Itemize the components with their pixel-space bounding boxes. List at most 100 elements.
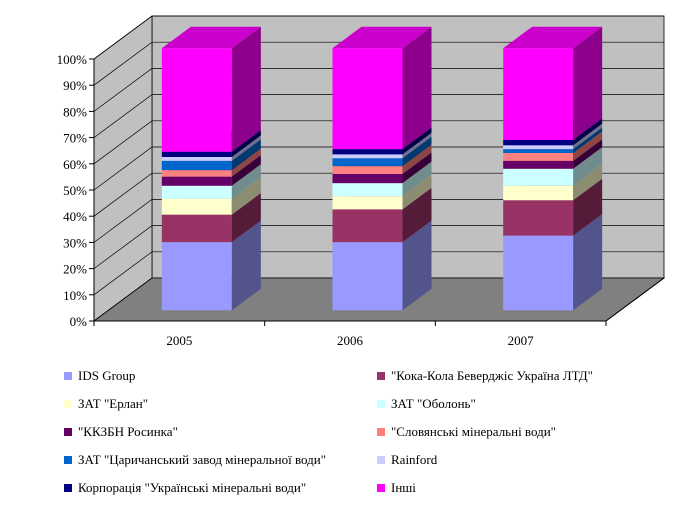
bar-front-face [503, 185, 574, 201]
gridline [93, 251, 664, 296]
x-tick-label: 2005 [166, 333, 192, 348]
y-tick-label: 50% [63, 183, 87, 198]
bar-segment [503, 26, 603, 140]
bar-side-face [231, 26, 261, 152]
legend-swatch [377, 400, 385, 408]
bar-front-face [161, 48, 232, 152]
y-tick-label: 0% [70, 314, 88, 329]
bar-stack [161, 26, 261, 311]
bars [161, 26, 603, 311]
stacked-bar-chart: 0%10%20%30%40%50%60%70%80%90%100% 2005 20… [57, 15, 666, 348]
bar-side-face [573, 118, 603, 146]
x-tick-label: 2006 [337, 333, 364, 348]
gridline [93, 199, 664, 243]
legend-label: "ККЗБН Росинка" [78, 424, 178, 439]
bar-side-face [231, 139, 261, 171]
bar-side-face [573, 147, 603, 186]
legend-label: ЗАТ "Царичанський завод мінеральної води… [78, 452, 326, 467]
legend-label: Корпорація "Українські мінеральні води" [78, 480, 307, 495]
bar-top-face [161, 26, 261, 49]
bar-front-face [161, 176, 232, 186]
bar-side-face [573, 139, 603, 169]
legend-swatch [64, 400, 72, 408]
legend-label: "Словянські мінеральні води" [391, 424, 556, 439]
bar-front-face [332, 209, 403, 243]
bar-front-face [503, 139, 574, 146]
bar-stack [332, 26, 432, 311]
bar-segment [161, 26, 261, 152]
bar-front-face [161, 151, 232, 157]
bar-side-face [402, 152, 432, 184]
y-tick-label: 10% [63, 288, 87, 303]
x-tick-labels: 2005 2006 2007 [166, 333, 534, 348]
y-tick-label: 30% [63, 235, 87, 250]
legend-swatch [64, 484, 72, 492]
bar-top-face [503, 26, 603, 49]
bar-side-face [402, 136, 432, 167]
y-tick-label: 100% [57, 52, 88, 67]
legend-item: Інші [377, 478, 416, 498]
legend-swatch [64, 428, 72, 436]
legend-item: IDS Group [64, 366, 135, 386]
bar-front-face [332, 196, 403, 210]
gridline [93, 225, 664, 269]
bar-top-face [332, 26, 432, 49]
bar-side-face [231, 193, 261, 243]
legend-label: ЗАТ "Оболонь" [391, 396, 476, 411]
legend: IDS Group "Кока-Кола Беверджіс Україна ЛТ… [0, 362, 699, 512]
bar-side-face [573, 178, 603, 236]
bar-front-face [503, 160, 574, 169]
bar-side-face [573, 164, 603, 201]
bar-side-face [231, 220, 261, 311]
bar-front-face [503, 235, 574, 311]
axes [89, 58, 665, 326]
bar-side-face [231, 177, 261, 215]
legend-label: ЗАТ "Ерлан" [78, 396, 149, 411]
bar-front-face [332, 166, 403, 175]
gridline [93, 120, 664, 165]
gridlines [93, 15, 664, 296]
legend-label: IDS Group [78, 368, 136, 383]
legend-swatch [64, 372, 72, 380]
bar-front-face [503, 153, 574, 161]
legend-swatch [64, 456, 72, 464]
bar-side-face [231, 135, 261, 161]
y-tick-label: 40% [63, 209, 87, 224]
bar-side-face [231, 155, 261, 186]
legend-swatch [377, 484, 385, 492]
bar-front-face [503, 168, 574, 186]
bar-side-face [402, 187, 432, 243]
bar-side-face [402, 26, 432, 150]
y-tick-label: 80% [63, 104, 87, 119]
bar-front-face [161, 242, 232, 311]
legend-item: ЗАТ "Царичанський завод мінеральної води… [64, 450, 326, 470]
bar-front-face [503, 149, 574, 154]
y-tick-label: 60% [63, 157, 87, 172]
legend-item: ЗАТ "Оболонь" [377, 394, 476, 414]
gridline [93, 94, 664, 138]
bar-front-face [503, 200, 574, 236]
bar-front-face [332, 48, 403, 150]
bar-front-face [161, 160, 232, 171]
x-tick-label: 2007 [508, 333, 535, 348]
legend-label: Rainford [391, 452, 438, 467]
legend-item: "Кока-Кола Беверджіс Україна ЛТД" [377, 366, 593, 386]
bar-front-face [332, 154, 403, 159]
bar-side-face [402, 174, 432, 210]
legend-swatch [377, 456, 385, 464]
legend-item: Rainford [377, 450, 437, 470]
bar-segment [332, 26, 432, 150]
bar-side-face [231, 130, 261, 157]
bar-front-face [161, 185, 232, 199]
legend-item: "Словянські мінеральні води" [377, 422, 556, 442]
bar-side-face [573, 214, 603, 311]
bar-side-face [573, 26, 603, 140]
bar-front-face [503, 145, 574, 150]
bar-front-face [332, 149, 403, 155]
legend-label: "Кока-Кола Беверджіс Україна ЛТД" [391, 368, 593, 383]
bar-side-face [402, 127, 432, 155]
y-tick-label: 90% [63, 78, 87, 93]
y-tick-label: 70% [63, 131, 87, 146]
bar-front-face [503, 48, 574, 140]
bar-front-face [332, 174, 403, 184]
